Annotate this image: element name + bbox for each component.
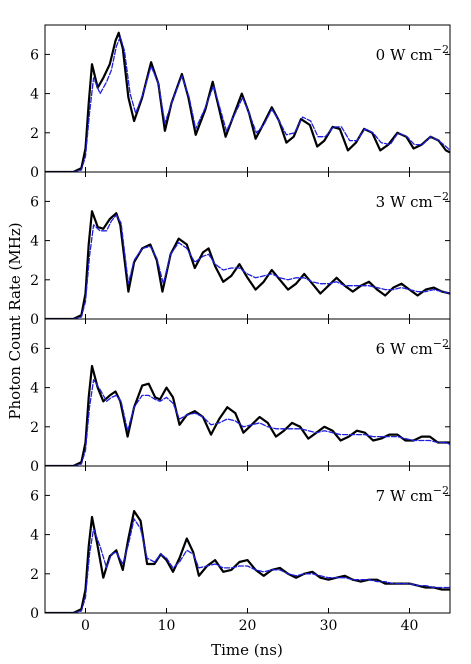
x-axis-label: Time (ns) bbox=[211, 641, 283, 659]
measured-curve bbox=[45, 36, 450, 172]
y-tick-label: 4 bbox=[30, 381, 39, 397]
intensity-value: 0 W cm bbox=[376, 46, 433, 64]
y-tick-label: 0 bbox=[30, 606, 39, 622]
y-tick-label: 6 bbox=[30, 341, 39, 357]
x-tick-label: 40 bbox=[401, 618, 419, 634]
intensity-exponent: −2 bbox=[433, 43, 449, 56]
intensity-exponent: −2 bbox=[433, 190, 449, 203]
y-tick-label: 6 bbox=[30, 47, 39, 63]
y-tick-label: 4 bbox=[30, 528, 39, 544]
model-curve bbox=[45, 364, 450, 466]
panel-intensity-label: 7 W cm−2 bbox=[376, 484, 449, 505]
y-tick-label: 2 bbox=[30, 420, 39, 436]
y-tick-label: 2 bbox=[30, 273, 39, 289]
panel-intensity-label: 3 W cm−2 bbox=[376, 190, 449, 211]
y-tick-label: 6 bbox=[30, 488, 39, 504]
model-curve bbox=[45, 31, 450, 172]
intensity-value: 3 W cm bbox=[376, 193, 433, 211]
panel-3: 0 2 4 6 6 W cm−2 bbox=[30, 318, 451, 475]
x-tick-label: 0 bbox=[81, 618, 90, 634]
y-tick-label: 0 bbox=[30, 459, 39, 475]
intensity-exponent: −2 bbox=[433, 337, 449, 350]
y-tick-label: 0 bbox=[30, 312, 39, 328]
panel-intensity-label: 0 W cm−2 bbox=[376, 43, 449, 64]
y-tick-label: 2 bbox=[30, 567, 39, 583]
y-tick-label: 0 bbox=[30, 165, 39, 181]
intensity-exponent: −2 bbox=[433, 484, 449, 497]
y-axis-label: Photon Count Rate (MHz) bbox=[6, 222, 24, 419]
measured-curve bbox=[45, 214, 450, 319]
x-tick-label: 30 bbox=[320, 618, 338, 634]
model-curve bbox=[45, 210, 450, 319]
x-tick-label: 20 bbox=[239, 618, 257, 634]
model-curve bbox=[45, 510, 450, 613]
measured-curve bbox=[45, 518, 450, 613]
panel-4: 0 2 4 6 0 10 20 30 40 7 W cm−2 bbox=[30, 465, 451, 634]
panel-intensity-label: 6 W cm−2 bbox=[376, 337, 449, 358]
y-tick-label: 4 bbox=[30, 234, 39, 250]
measured-curve bbox=[45, 379, 450, 466]
y-tick-label: 6 bbox=[30, 194, 39, 210]
x-tick-label: 10 bbox=[158, 618, 176, 634]
y-tick-label: 4 bbox=[30, 87, 39, 103]
intensity-value: 6 W cm bbox=[376, 340, 433, 358]
intensity-value: 7 W cm bbox=[376, 487, 433, 505]
panel-2: 0 2 4 6 3 W cm−2 bbox=[30, 171, 451, 328]
y-tick-label: 2 bbox=[30, 126, 39, 142]
panel-1: 0 2 4 6 0 W cm−2 bbox=[30, 24, 451, 181]
